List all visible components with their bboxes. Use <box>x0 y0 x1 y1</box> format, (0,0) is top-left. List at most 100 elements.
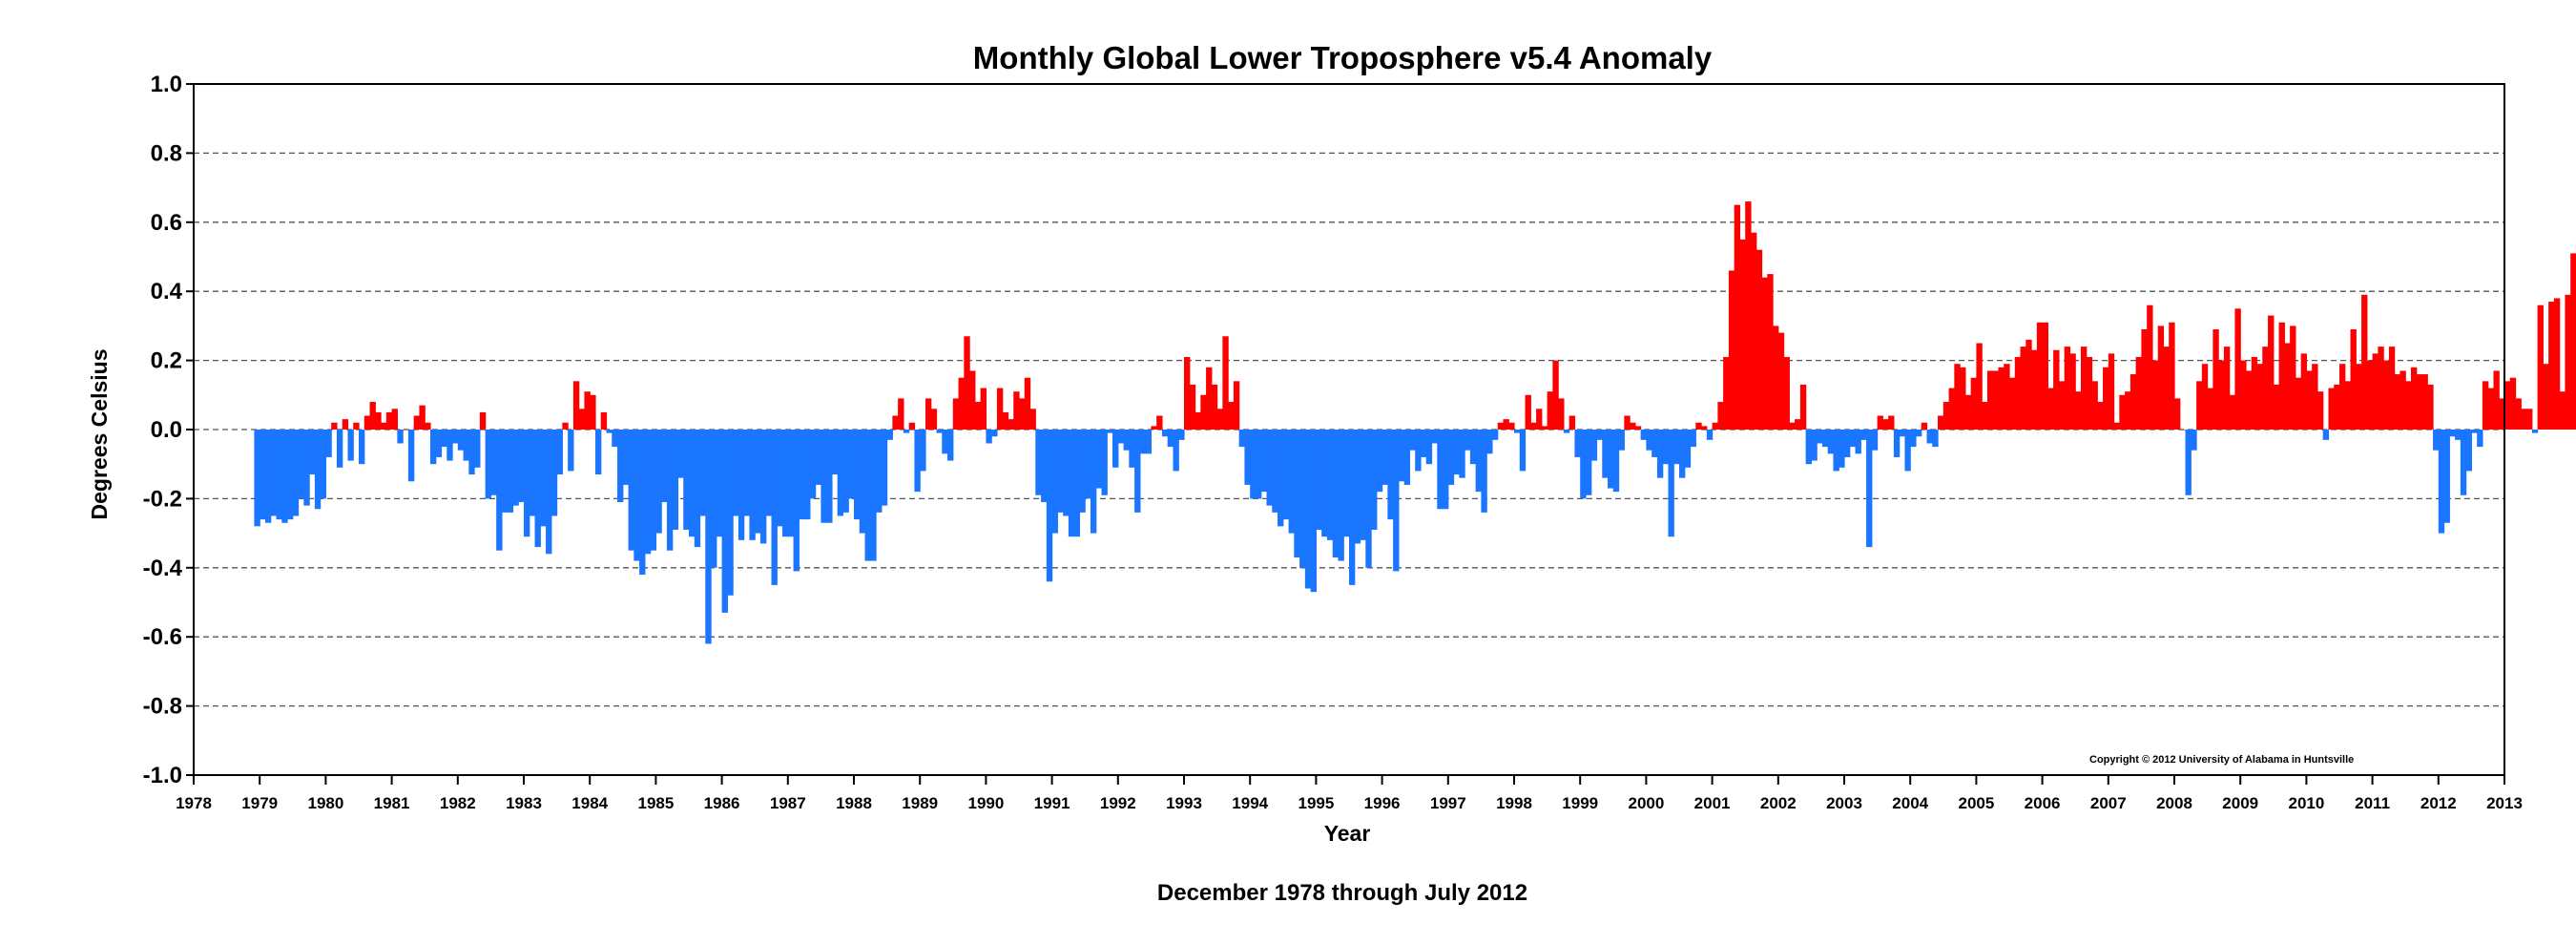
anomaly-bar <box>837 430 844 516</box>
anomaly-bar <box>1156 415 1163 430</box>
anomaly-bar <box>2201 364 2209 430</box>
y-tick-label: -0.2 <box>143 486 182 512</box>
anomaly-bar <box>1899 430 1906 437</box>
anomaly-bar <box>1431 430 1438 444</box>
anomaly-bar <box>1871 430 1879 451</box>
anomaly-bar <box>799 430 805 520</box>
anomaly-bar <box>2531 430 2539 433</box>
y-tick-label: -0.4 <box>143 556 183 581</box>
anomaly-bar <box>1343 430 1350 537</box>
x-tick-label: 2007 <box>2090 794 2127 812</box>
anomaly-bar <box>2151 360 2159 430</box>
anomaly-bar <box>1299 430 1306 568</box>
anomaly-bar <box>924 398 932 430</box>
anomaly-bar <box>958 377 965 430</box>
anomaly-bar <box>1590 430 1598 461</box>
anomaly-bar <box>699 430 706 516</box>
anomaly-bar <box>325 430 332 457</box>
anomaly-bar <box>512 430 519 506</box>
anomaly-bar <box>1151 426 1157 430</box>
x-tick-label: 1986 <box>704 794 740 812</box>
y-tick-label: 1.0 <box>151 72 182 97</box>
anomaly-bar <box>1085 430 1091 499</box>
y-tick-label: 0.6 <box>151 210 182 236</box>
anomaly-bar <box>490 430 497 495</box>
anomaly-bar <box>612 430 618 448</box>
anomaly-bar <box>1921 422 1928 430</box>
anomaly-bar <box>298 430 304 499</box>
anomaly-bar <box>2559 391 2566 430</box>
anomaly-bar <box>1948 388 1955 430</box>
anomaly-bar <box>2312 364 2318 430</box>
anomaly-bar <box>1161 430 1169 437</box>
anomaly-bar <box>2433 430 2440 451</box>
anomaly-bar <box>689 430 696 537</box>
anomaly-bar <box>1805 430 1812 465</box>
anomaly-bar <box>1063 430 1070 516</box>
anomaly-bar <box>1652 430 1658 457</box>
anomaly-bar <box>1244 430 1251 485</box>
anomaly-bar <box>2455 430 2462 440</box>
anomaly-bar <box>281 430 288 523</box>
anomaly-bar <box>1046 430 1053 582</box>
anomaly-bar <box>1960 367 1966 430</box>
anomaly-bar <box>342 419 349 430</box>
anomaly-bar <box>1893 430 1901 457</box>
anomaly-bar <box>524 430 530 537</box>
anomaly-bar <box>1558 398 1565 430</box>
anomaly-bar <box>826 430 833 523</box>
anomaly-bar <box>793 430 800 572</box>
anomaly-bar <box>2004 364 2010 430</box>
anomaly-bar <box>1123 430 1130 451</box>
anomaly-bar <box>264 430 272 523</box>
anomaly-bar <box>2135 356 2142 430</box>
anomaly-bar <box>986 430 992 444</box>
anomaly-bar <box>1278 430 1284 527</box>
anomaly-bar <box>1393 430 1400 572</box>
anomaly-bar <box>1354 430 1361 544</box>
anomaly-bar <box>749 430 756 540</box>
anomaly-bar <box>661 430 668 503</box>
anomaly-bar <box>2075 391 2082 430</box>
anomaly-bar <box>303 430 310 506</box>
anomaly-bar <box>479 411 487 430</box>
anomaly-bar <box>518 430 525 503</box>
y-tick-label: -0.8 <box>143 694 182 720</box>
anomaly-bar <box>2295 377 2302 430</box>
anomaly-bar <box>485 430 491 499</box>
anomaly-bar <box>2047 388 2054 430</box>
anomaly-bar <box>1646 430 1652 451</box>
anomaly-bar <box>1090 430 1097 534</box>
x-tick-label: 1982 <box>440 794 476 812</box>
anomaly-bar <box>634 430 640 561</box>
anomaly-bar <box>606 430 613 433</box>
anomaly-bar <box>859 430 866 534</box>
anomaly-bar <box>2322 430 2330 440</box>
anomaly-bar <box>1486 430 1493 454</box>
anomaly-bar <box>980 388 987 430</box>
anomaly-bar <box>2306 370 2313 430</box>
anomaly-bar <box>1723 356 1730 430</box>
anomaly-bar <box>447 430 453 461</box>
anomaly-bar <box>1310 430 1317 593</box>
anomaly-bar <box>721 430 728 613</box>
anomaly-bar <box>1073 430 1081 537</box>
anomaly-bar <box>2229 394 2236 430</box>
anomaly-bar <box>429 430 437 465</box>
anomaly-bar <box>1051 430 1058 534</box>
anomaly-bar <box>2174 398 2181 430</box>
anomaly-bar <box>1976 343 1983 430</box>
anomaly-bar <box>848 430 855 499</box>
anomaly-bar <box>1811 430 1818 461</box>
anomaly-bar <box>1679 430 1686 478</box>
anomaly-bar <box>1982 402 1988 430</box>
x-tick-label: 1998 <box>1496 794 1532 812</box>
anomaly-bar <box>2388 346 2396 430</box>
anomaly-bar <box>1316 430 1322 530</box>
anomaly-bar <box>276 430 282 520</box>
anomaly-bar <box>1568 415 1576 430</box>
anomaly-bar <box>908 422 916 430</box>
anomaly-bar <box>628 430 634 551</box>
y-tick-label: 0.8 <box>151 140 182 166</box>
anomaly-bar <box>942 430 948 454</box>
